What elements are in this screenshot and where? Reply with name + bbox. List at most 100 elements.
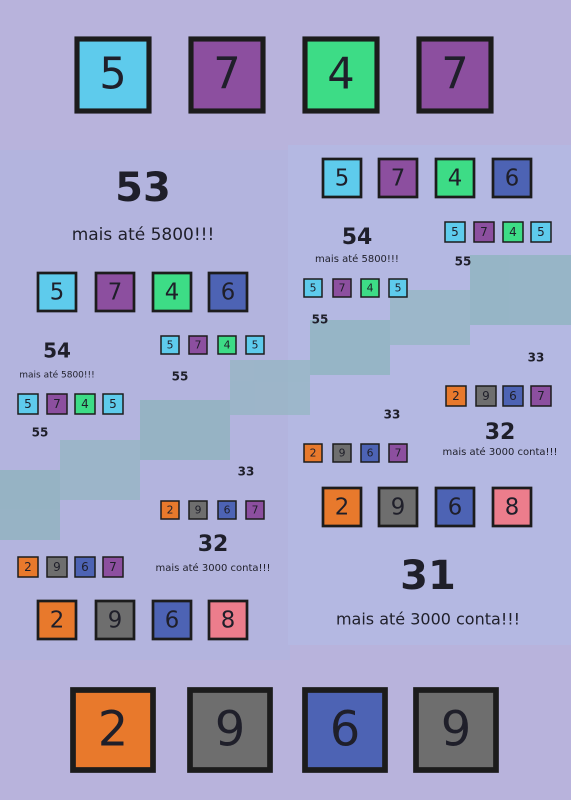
caption: mais até 5800!!! <box>19 370 95 381</box>
digit: 8 <box>505 495 520 521</box>
digit-box <box>388 443 408 463</box>
digit: 7 <box>441 50 468 100</box>
digit: 9 <box>53 560 61 574</box>
digit: 4 <box>165 280 180 306</box>
digit: 5 <box>310 282 317 295</box>
digit-box <box>475 385 497 407</box>
digit: 7 <box>339 282 346 295</box>
digit: 7 <box>195 339 202 352</box>
counter: 33 <box>528 351 545 365</box>
counter: 32 <box>198 532 229 557</box>
digit: 6 <box>330 701 361 757</box>
digit: 7 <box>391 166 406 192</box>
digit: 7 <box>108 280 123 306</box>
digit-box <box>46 556 68 578</box>
digit: 7 <box>109 560 117 574</box>
digit-box <box>491 157 533 199</box>
counter: 55 <box>32 426 49 440</box>
digit: 5 <box>167 339 174 352</box>
counter: 33 <box>384 408 401 422</box>
counter: 32 <box>485 420 516 445</box>
digit: 6 <box>448 495 463 521</box>
digit-box <box>94 271 136 313</box>
digit-box <box>303 278 323 298</box>
digit-box <box>74 36 152 114</box>
digit: 5 <box>109 397 117 411</box>
digit: 2 <box>452 389 460 403</box>
digit: 5 <box>24 397 32 411</box>
digit: 6 <box>221 280 236 306</box>
digit: 2 <box>98 701 129 757</box>
digit: 4 <box>81 397 89 411</box>
digit: 6 <box>165 608 180 634</box>
digit-box <box>36 271 78 313</box>
digit: 9 <box>441 701 472 757</box>
digit: 4 <box>327 50 354 100</box>
digit: 7 <box>480 225 488 239</box>
caption: mais até 5800!!! <box>72 225 215 245</box>
digit: 6 <box>81 560 89 574</box>
digit-box <box>491 486 533 528</box>
digit: 4 <box>509 225 517 239</box>
digit-box <box>102 556 124 578</box>
counter: 31 <box>400 553 456 599</box>
digit-box <box>160 500 180 520</box>
digit: 5 <box>335 166 350 192</box>
digit-box <box>473 221 495 243</box>
counter: 54 <box>43 339 71 363</box>
digit: 9 <box>108 608 123 634</box>
digit-box <box>245 335 265 355</box>
digit-box <box>434 157 476 199</box>
digit-box <box>207 599 249 641</box>
digit: 5 <box>50 280 65 306</box>
digit-box <box>207 271 249 313</box>
digit: 6 <box>367 447 374 460</box>
digit-box <box>151 599 193 641</box>
digit-box <box>434 486 476 528</box>
recursion-strip <box>0 255 571 540</box>
digit: 7 <box>537 389 545 403</box>
digit-box <box>360 443 380 463</box>
digit-box <box>94 599 136 641</box>
digit: 5 <box>537 225 545 239</box>
digit: 6 <box>509 389 517 403</box>
digit-box <box>74 393 96 415</box>
digit: 6 <box>505 166 520 192</box>
digit-box <box>388 278 408 298</box>
digit: 2 <box>24 560 32 574</box>
digit: 9 <box>195 504 202 517</box>
digit-box <box>302 687 388 773</box>
digit-box <box>245 500 265 520</box>
counter: 33 <box>238 465 255 479</box>
digit-box <box>102 393 124 415</box>
counter: 54 <box>342 225 373 250</box>
caption: mais até 5800!!! <box>315 253 399 265</box>
digit: 5 <box>252 339 259 352</box>
digit-box <box>416 36 494 114</box>
digit-box <box>530 221 552 243</box>
digit-box <box>188 335 208 355</box>
digit-box <box>332 278 352 298</box>
digit: 7 <box>213 50 240 100</box>
digit-box <box>377 157 419 199</box>
digit-box <box>502 221 524 243</box>
digit-box <box>444 221 466 243</box>
digit: 5 <box>395 282 402 295</box>
digit-box <box>377 486 419 528</box>
digit: 9 <box>339 447 346 460</box>
digit-box <box>217 335 237 355</box>
counter: 55 <box>455 255 472 269</box>
caption: mais até 3000 conta!!! <box>442 446 557 458</box>
digit: 8 <box>221 608 236 634</box>
digit-box <box>70 687 156 773</box>
digit-box <box>530 385 552 407</box>
counter: 55 <box>312 313 329 327</box>
digit-box <box>46 393 68 415</box>
digit: 2 <box>335 495 350 521</box>
digit: 7 <box>53 397 61 411</box>
digit-box <box>502 385 524 407</box>
digit: 4 <box>448 166 463 192</box>
digit: 6 <box>224 504 231 517</box>
digit-box <box>187 687 273 773</box>
